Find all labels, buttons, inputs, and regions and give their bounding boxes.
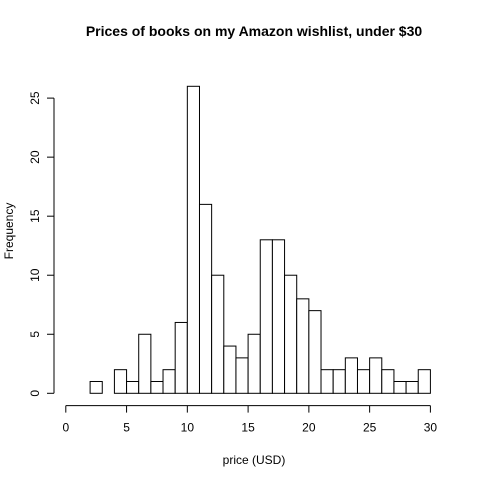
chart-title: Prices of books on my Amazon wishlist, u… — [86, 23, 423, 39]
y-tick-label: 20 — [28, 150, 42, 164]
histogram-bar — [320, 369, 334, 394]
y-tick-label: 25 — [28, 91, 42, 105]
histogram-bar — [332, 369, 346, 394]
y-tick-label: 5 — [28, 331, 42, 338]
x-tick-label: 0 — [62, 421, 69, 435]
y-tick-label: 10 — [28, 268, 42, 282]
x-tick-label: 30 — [424, 421, 438, 435]
histogram-bar — [271, 239, 286, 394]
histogram-bar — [223, 345, 237, 394]
histogram-bar — [235, 357, 249, 394]
x-tick-label: 25 — [363, 421, 377, 435]
histogram-bar — [113, 369, 128, 394]
y-tick-label: 15 — [28, 209, 42, 223]
histogram-bar — [296, 298, 310, 394]
histogram-bar — [417, 369, 431, 394]
x-tick-label: 15 — [241, 421, 255, 435]
histogram-bar — [247, 333, 261, 394]
x-axis-label: price (USD) — [223, 453, 286, 467]
y-tick-label: 0 — [28, 390, 42, 397]
histogram-bar — [259, 239, 273, 394]
x-tick-label: 10 — [181, 421, 195, 435]
bars-group — [89, 85, 431, 394]
histogram-bar — [405, 380, 419, 394]
histogram-bar — [356, 369, 371, 394]
histogram-bar — [393, 380, 407, 394]
histogram-bar — [198, 203, 213, 394]
y-axis: 0 5 10 15 20 25 — [28, 91, 55, 397]
histogram-bar — [369, 357, 383, 394]
histogram-bar — [308, 310, 322, 394]
x-tick-label: 5 — [123, 421, 130, 435]
x-tick-label: 20 — [302, 421, 316, 435]
y-axis-label: Frequency — [2, 203, 16, 260]
histogram-bar — [186, 85, 200, 394]
histogram-bar — [284, 274, 298, 394]
histogram-bar — [89, 380, 103, 394]
histogram-bar — [138, 333, 152, 394]
histogram-bar — [162, 369, 176, 394]
histogram-bar — [211, 274, 225, 394]
histogram-bar — [126, 380, 140, 394]
histogram-bar — [174, 321, 188, 394]
histogram-bar — [344, 357, 358, 394]
histogram-bar — [150, 380, 164, 394]
x-axis: 0 5 10 15 20 25 30 — [62, 405, 438, 435]
histogram-bar — [381, 369, 395, 394]
